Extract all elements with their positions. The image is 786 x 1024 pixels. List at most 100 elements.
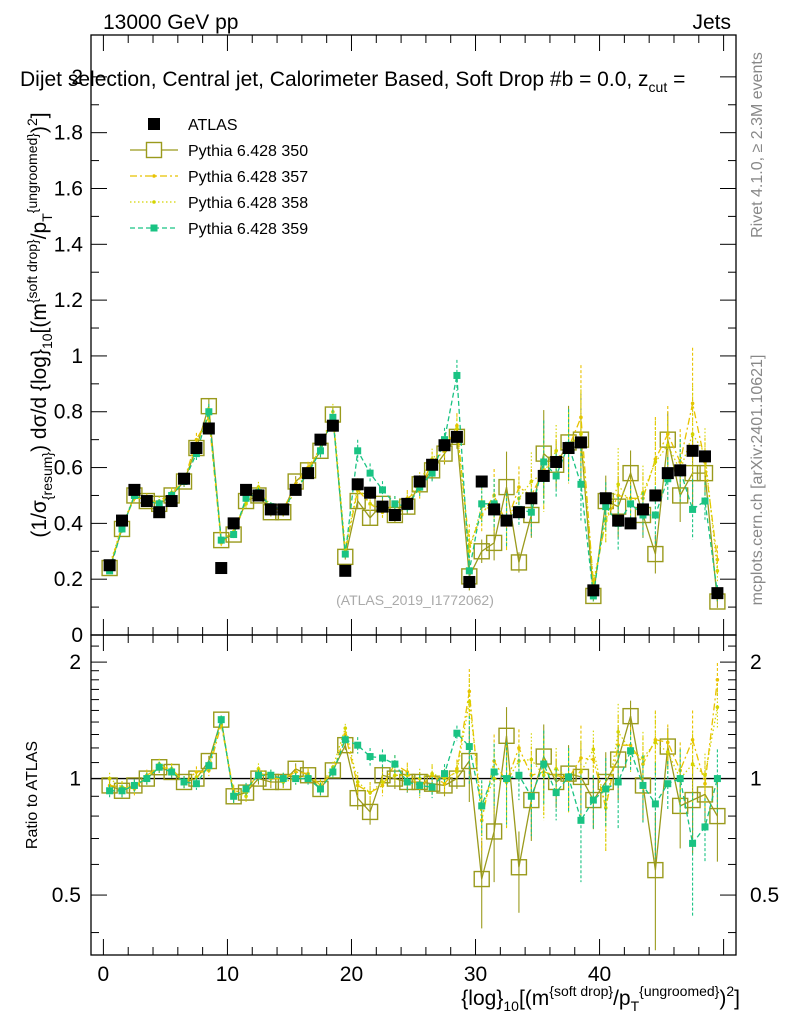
main-pythia-6-428-358-point — [653, 460, 658, 464]
main-atlas-point — [351, 478, 364, 491]
ratio-pythia-6-428-358-point — [107, 776, 112, 781]
ratio-pythia-6-428-357-point — [579, 756, 583, 760]
ratio-pythia-6-428-358-point — [665, 750, 670, 754]
main-atlas-point — [388, 509, 401, 521]
main-pythia-6-428-359-point — [577, 480, 585, 488]
legend-marker — [152, 174, 156, 178]
ratio-pythia-6-428-358-point — [244, 794, 248, 799]
ratio-pythia-6-428-357-point — [628, 743, 633, 747]
ratio-pythia-6-428-358-point — [455, 770, 459, 774]
ratio-pythia-6-428-358-point — [256, 766, 261, 771]
ratio-pythia-6-428-358-point — [529, 757, 534, 762]
ratio-pythia-6-428-358-point — [715, 705, 720, 709]
ratio-pythia-6-428-358-line — [109, 701, 719, 811]
main-atlas-point — [277, 503, 290, 516]
main-pythia-6-428-358-point — [715, 569, 720, 573]
main-pythia-6-428-359-point — [478, 500, 486, 508]
ratio-pythia-6-428-359-point — [478, 802, 486, 810]
ratio-pythia-6-428-358-point — [405, 773, 410, 778]
ratio-pythia-6-428-359-point — [354, 741, 362, 749]
ratio-pythia-6-428-359-point — [341, 736, 349, 744]
main-pythia-6-428-357-point — [479, 513, 484, 517]
main-pythia-6-428-358-point — [579, 432, 583, 436]
main-pythia-6-428-359-point — [341, 550, 349, 558]
ratio-pythia-6-428-358-point — [467, 699, 472, 704]
ratio-pythia-6-428-359-point — [279, 775, 287, 783]
main-pythia-6-428-359-point — [354, 447, 362, 455]
main-ytick-label: 1 — [71, 345, 83, 368]
ratio-pythia-6-428-359-point — [180, 778, 188, 786]
main-pythia-6-428-359-point — [651, 511, 659, 519]
ratio-pythia-6-428-359-point — [602, 785, 610, 793]
ratio-series-layer — [101, 662, 726, 951]
ratio-pythia-6-428-359-point — [378, 754, 386, 762]
rivet-label: Rivet 4.1.0, ≥ 2.3M events — [749, 52, 766, 238]
main-pythia-6-428-350-point — [213, 531, 230, 549]
main-pythia-6-428-358-point — [368, 502, 372, 506]
ratio-pythia-6-428-358-point — [368, 790, 372, 795]
ratio-ytick-label-right: 1 — [750, 768, 762, 791]
ratio-pythia-6-428-357-point — [715, 678, 720, 682]
selection-title: Dijet selection, Central jet, Calorimete… — [20, 68, 685, 95]
main-pythia-6-428-358-point — [244, 502, 248, 506]
main-pythia-6-428-359-point — [366, 469, 374, 477]
main-atlas-point — [550, 455, 563, 468]
main-atlas-point — [289, 483, 302, 496]
mcplots-label: mcplots.cern.ch [arXiv:2401.10621] — [749, 355, 766, 606]
ratio-pythia-6-428-359-point — [552, 789, 560, 797]
ratio-pythia-6-428-359-point — [155, 763, 163, 771]
ratio-pythia-6-428-359-point — [230, 792, 238, 800]
ratio-pythia-6-428-359-point — [391, 760, 399, 768]
ratio-plot-frame — [90, 634, 737, 956]
ratio-pythia-6-428-359-point — [130, 781, 138, 789]
ratio-plot-panel: 0.5 0.51 12 20 10 20 30 40 — [52, 634, 779, 986]
main-pythia-6-428-358-point — [455, 426, 459, 431]
main-pythia-6-428-359-point — [391, 500, 399, 508]
main-atlas-point — [401, 497, 414, 510]
main-atlas-point — [165, 495, 178, 508]
ratio-pythia-6-428-357-point — [653, 737, 658, 742]
main-atlas-point — [153, 506, 166, 519]
ratio-pythia-6-428-357-point — [665, 740, 670, 745]
main-atlas-point — [612, 514, 625, 527]
legend-label: Pythia 6.428 357 — [188, 169, 308, 186]
main-ytick-label: 2 — [71, 66, 83, 89]
main-pythia-6-428-358-point — [554, 449, 558, 453]
ratio-pythia-6-428-359-point — [639, 781, 647, 789]
main-atlas-point — [649, 489, 662, 502]
ylabel-ratio: Ratio to ATLAS — [24, 741, 41, 849]
ratio-pythia-6-428-358-point — [579, 770, 583, 774]
legend-label: ATLAS — [188, 117, 238, 134]
ratio-pythia-6-428-358-point — [355, 780, 360, 784]
ratio-pythia-6-428-358-point — [442, 776, 447, 781]
main-ytick-label: 0.4 — [54, 512, 84, 535]
main-pythia-6-428-357-point — [455, 423, 459, 428]
ratio-pythia-6-428-358-point — [703, 773, 707, 778]
xtick-label: 0 — [98, 963, 110, 986]
main-atlas-point — [339, 564, 352, 577]
main-pythia-6-428-358-point — [665, 443, 670, 448]
main-pythia-6-428-358-point — [603, 518, 608, 523]
main-pythia-6-428-358-point — [690, 432, 695, 436]
legend: ATLAS Pythia 6.428 350 Pythia 6.428 357 Pyt… — [130, 117, 308, 238]
legend-label: Pythia 6.428 358 — [188, 195, 308, 212]
ratio-pythia-6-428-357-line — [109, 679, 719, 821]
ratio-pythia-6-428-359-point — [465, 743, 473, 751]
ratio-pythia-6-428-350-point — [473, 870, 490, 888]
main-atlas-point — [450, 430, 463, 443]
ratio-pythia-6-428-359-point — [713, 775, 721, 783]
main-pythia-6-428-359-point — [155, 500, 163, 508]
main-ytick-label: 0.2 — [54, 568, 83, 591]
ratio-pythia-6-428-350-point — [709, 807, 726, 825]
ratio-ytick-label-right: 2 — [750, 651, 762, 674]
ratio-pythia-6-428-357-point — [467, 689, 472, 694]
ratio-pythia-6-428-359-point — [403, 778, 411, 786]
main-ytick-label: 0.8 — [54, 401, 83, 424]
ratio-pythia-6-428-357-point — [293, 770, 298, 774]
ratio-pythia-6-428-359-point — [428, 783, 436, 791]
main-atlas-point — [326, 419, 339, 432]
main-pythia-6-428-358-point — [467, 549, 472, 554]
main-pythia-6-428-359-point — [527, 508, 535, 516]
ratio-pythia-6-428-359-point — [254, 771, 262, 779]
legend-marker — [150, 224, 158, 232]
